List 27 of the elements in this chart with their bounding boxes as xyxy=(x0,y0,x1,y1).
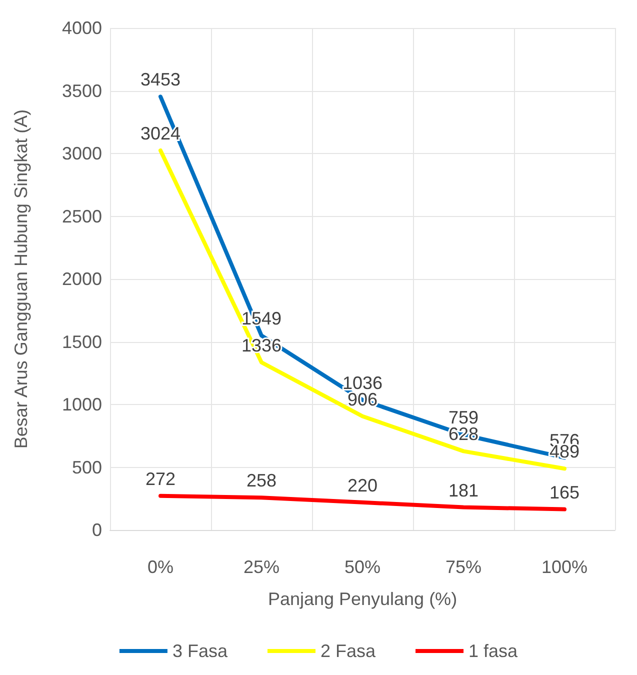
y-tick-label: 2000 xyxy=(62,269,102,289)
y-axis-title: Besar Arus Gangguan Hubung Singkat (A) xyxy=(11,109,31,449)
y-tick-label: 3500 xyxy=(62,80,102,101)
legend-label: 2 Fasa xyxy=(320,641,376,661)
data-label: 272 xyxy=(145,468,176,489)
y-tick-label: 1500 xyxy=(62,332,102,352)
data-label: 165 xyxy=(549,482,580,502)
x-tick-label: 50% xyxy=(344,557,381,577)
y-tick-label: 3000 xyxy=(62,144,102,164)
x-tick-label: 100% xyxy=(541,557,588,577)
y-tick-label: 2500 xyxy=(62,206,102,226)
x-axis-title: Panjang Penyulang (%) xyxy=(268,589,458,609)
x-tick-label: 0% xyxy=(147,557,174,577)
y-tick-label: 4000 xyxy=(62,18,102,38)
data-label: 759 xyxy=(448,408,479,428)
data-label: 1036 xyxy=(342,372,383,393)
y-tick-label: 0 xyxy=(92,520,102,540)
x-tick-label: 25% xyxy=(243,557,280,577)
legend-label: 3 Fasa xyxy=(172,641,228,661)
x-tick-label: 75% xyxy=(445,557,482,577)
legend-label: 1 fasa xyxy=(468,641,519,661)
data-label: 220 xyxy=(347,475,378,496)
y-tick-label: 500 xyxy=(72,457,102,478)
data-label: 3453 xyxy=(140,70,181,90)
data-label: 258 xyxy=(246,470,277,491)
data-label: 181 xyxy=(448,480,479,500)
y-tick-label: 1000 xyxy=(62,394,102,414)
